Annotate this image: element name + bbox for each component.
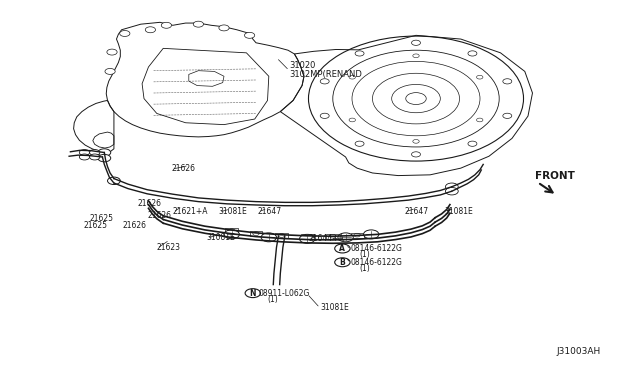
Circle shape [300,234,315,243]
Circle shape [107,49,117,55]
Circle shape [445,187,458,195]
Text: 21625: 21625 [90,214,114,223]
Text: 31081E: 31081E [445,207,474,216]
Bar [326,234,339,239]
Circle shape [335,244,350,253]
Bar [301,234,314,239]
Circle shape [338,233,353,242]
Circle shape [90,154,100,160]
Circle shape [98,154,111,162]
Text: (1): (1) [360,264,371,273]
Text: 08146-6122G: 08146-6122G [351,258,403,267]
Circle shape [413,140,419,143]
Circle shape [224,230,239,239]
Text: 3102MP(RENAND: 3102MP(RENAND [289,70,362,79]
Text: FRONT: FRONT [535,171,575,181]
Text: 31081E: 31081E [207,233,236,242]
Text: 21626: 21626 [123,221,147,230]
Circle shape [412,40,420,45]
Circle shape [219,25,229,31]
Circle shape [413,54,419,58]
Text: J31003AH: J31003AH [557,347,601,356]
Text: 31081E: 31081E [219,207,248,216]
Text: 21626: 21626 [147,211,172,219]
Circle shape [349,75,355,79]
Text: 21644+A: 21644+A [308,234,344,243]
Circle shape [477,118,483,122]
Circle shape [145,27,156,33]
Circle shape [261,233,276,242]
Text: (1): (1) [268,295,278,304]
Text: 31081E: 31081E [320,303,349,312]
Circle shape [503,113,512,118]
Text: 31020: 31020 [289,61,316,70]
Text: A: A [339,244,346,253]
Bar [351,232,364,238]
Circle shape [245,289,260,298]
Circle shape [120,31,130,36]
Circle shape [355,51,364,56]
Circle shape [320,79,329,84]
Text: 21626: 21626 [138,199,161,208]
Text: 21647: 21647 [404,207,429,216]
Text: N: N [250,289,256,298]
Text: 21647: 21647 [258,207,282,216]
Circle shape [193,21,204,27]
Bar [225,228,238,233]
Text: (1): (1) [360,250,371,259]
Text: 21621+A: 21621+A [173,207,208,216]
Circle shape [477,75,483,79]
Text: B: B [340,258,345,267]
Circle shape [445,183,458,190]
Circle shape [105,68,115,74]
Circle shape [412,152,420,157]
Bar [250,231,262,236]
Circle shape [98,149,111,156]
Circle shape [364,230,379,239]
Circle shape [90,150,100,155]
Text: 21625: 21625 [83,221,108,230]
Circle shape [320,113,329,118]
Text: 21626: 21626 [172,164,196,173]
Circle shape [503,79,512,84]
Circle shape [108,177,120,185]
Text: 21623: 21623 [157,243,181,252]
Circle shape [244,32,255,38]
Circle shape [335,258,350,267]
Circle shape [79,150,90,155]
Circle shape [355,141,364,146]
Circle shape [161,22,172,28]
Circle shape [349,118,355,122]
Text: 08146-6122G: 08146-6122G [351,244,403,253]
Circle shape [79,154,90,160]
Circle shape [468,141,477,146]
Text: 08911-L062G: 08911-L062G [259,289,310,298]
Circle shape [468,51,477,56]
Bar [275,233,288,238]
